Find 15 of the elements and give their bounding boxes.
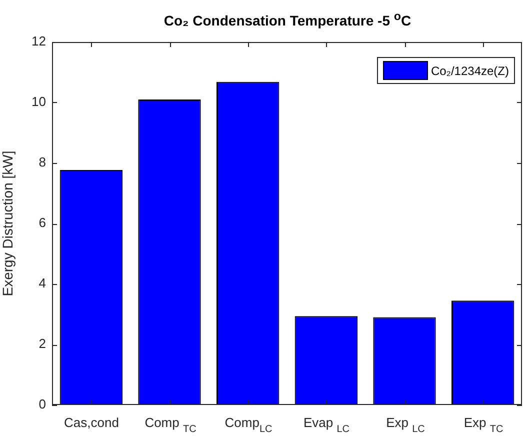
y-tick-label: 10	[32, 94, 46, 110]
y-tick-label: 8	[38, 154, 46, 170]
y-tick-label: 4	[38, 276, 46, 291]
x-tick-label: Exp LC	[386, 415, 425, 435]
x-tick-label: Exp TC	[464, 415, 504, 435]
y-tick-label: 6	[38, 215, 46, 230]
y-tick-label: 12	[32, 34, 46, 49]
y-tick-label: 2	[38, 336, 46, 352]
y-axis-title: Exergy Distruction [kW]	[0, 150, 16, 296]
y-tick-label: 0	[38, 396, 46, 412]
x-tick-label: Cas,cond	[64, 415, 119, 430]
chart-title: Co₂ Condensation Temperature -5 $^{o}$C	[162, 10, 412, 29]
x-tick-label: Comp TC	[144, 415, 196, 435]
legend-label: Co₂/1234ze(Z)	[430, 64, 509, 78]
x-tick-label: Evap LC	[303, 415, 350, 435]
